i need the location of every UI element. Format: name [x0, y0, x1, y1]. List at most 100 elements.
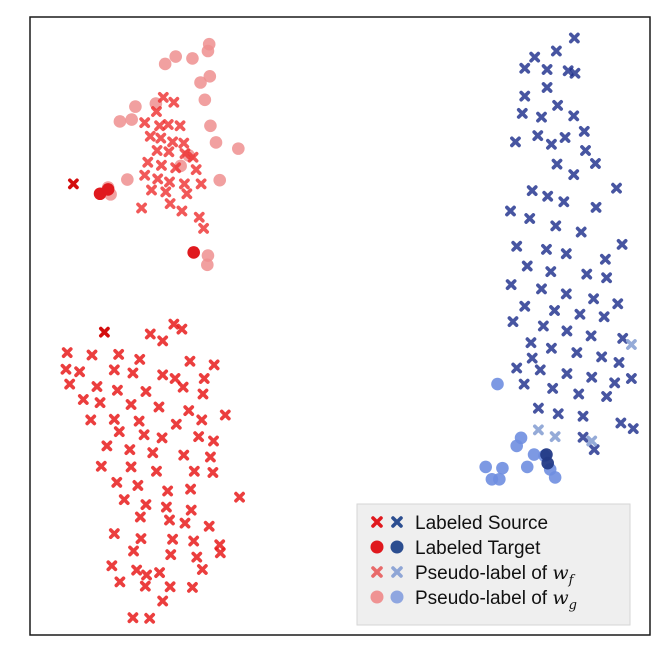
data-point-x [511, 362, 523, 374]
data-point-x [588, 444, 600, 455]
data-point-x [590, 201, 602, 213]
data-point-circle [510, 439, 523, 453]
data-point-x [577, 410, 589, 422]
data-point-x [64, 378, 76, 390]
legend-entry: Pseudo-label of wg [370, 587, 577, 613]
data-point-x [135, 533, 147, 544]
data-point-x [526, 352, 538, 364]
data-point-x [164, 581, 176, 593]
data-point-x [568, 110, 580, 122]
data-point-x [601, 272, 612, 284]
data-point-x [144, 612, 156, 624]
data-point-x [144, 130, 156, 142]
data-point-x [574, 308, 586, 320]
data-point-x [187, 582, 198, 593]
data-point-x [580, 145, 591, 156]
data-point-x [552, 408, 564, 420]
data-point-x [113, 349, 125, 360]
data-point-x [616, 239, 628, 250]
data-point-x [536, 283, 547, 295]
data-point-x [134, 353, 146, 365]
data-point-x [139, 117, 151, 129]
data-point-circle [496, 461, 509, 475]
data-point-x [178, 137, 190, 149]
data-point-x [552, 99, 564, 111]
data-point-x [521, 260, 533, 272]
data-point-circle [201, 44, 215, 58]
data-point-x [549, 305, 560, 316]
data-point-x [178, 449, 190, 461]
data-point-x [118, 494, 130, 506]
data-point-x [519, 62, 531, 74]
legend-marker-circle [370, 590, 384, 604]
data-point-circle [479, 460, 493, 474]
data-point-x [154, 120, 165, 132]
data-point-x [208, 435, 219, 447]
data-point-x [541, 82, 553, 93]
data-point-x [111, 476, 123, 488]
legend-label: Labeled Target [415, 538, 541, 559]
data-point-x [193, 211, 205, 223]
data-point-x [196, 414, 208, 426]
data-point-x [551, 158, 563, 170]
data-point-x [163, 146, 175, 158]
data-point-x [547, 383, 559, 394]
data-point-x [164, 198, 176, 210]
data-point-x [588, 293, 599, 305]
data-point-x [77, 394, 89, 405]
data-point-circle [186, 52, 199, 65]
data-point-x [140, 499, 152, 511]
data-point-x [550, 220, 562, 232]
legend-rows: Labeled Source Labeled Target Pseudo-label… [370, 513, 577, 613]
legend-marker-circle [390, 590, 404, 604]
data-point-x [164, 176, 175, 188]
data-point-x [612, 298, 624, 310]
data-point-x [132, 480, 144, 491]
data-point-x [139, 169, 151, 181]
legend-entry: Labeled Source [371, 513, 548, 534]
data-point-x [519, 90, 531, 102]
data-point-x [590, 158, 601, 169]
data-point-x [106, 560, 118, 572]
data-point-x [207, 467, 219, 478]
data-point-x [101, 440, 113, 452]
data-point-x [144, 328, 156, 340]
data-point-x [571, 347, 583, 358]
data-point-x [586, 435, 598, 447]
data-point-x [611, 182, 622, 194]
legend-marker-x [371, 566, 383, 578]
data-point-x [578, 125, 590, 137]
legend-entry: Labeled Target [370, 538, 541, 559]
data-point-x [188, 535, 200, 547]
data-point-x [559, 132, 571, 143]
data-point-x [219, 409, 231, 421]
data-point-x [179, 148, 191, 159]
data-point-x [170, 418, 182, 430]
data-point-x [114, 576, 126, 588]
data-point-x [151, 145, 163, 156]
data-point-x [154, 567, 165, 578]
data-point-x [198, 222, 209, 234]
data-point-circle [198, 93, 212, 107]
data-point-x [125, 461, 137, 473]
data-point-x [91, 381, 103, 392]
data-point-x [141, 569, 152, 581]
data-point-x [197, 388, 209, 400]
data-point-x [518, 378, 530, 390]
data-point-x [168, 96, 180, 108]
data-point-circle [201, 249, 215, 262]
data-point-x [185, 504, 197, 516]
data-point-x [214, 547, 226, 559]
data-point-x [168, 318, 180, 330]
data-point-x [185, 483, 196, 495]
data-point-x [617, 332, 629, 344]
data-point-x [561, 368, 573, 379]
data-point-x [234, 491, 245, 503]
data-point-x [613, 357, 625, 368]
data-point-x [94, 397, 106, 409]
legend-marker-circle [390, 540, 404, 554]
data-point-x [112, 384, 123, 396]
data-point-x [157, 335, 169, 347]
data-point-x [133, 415, 145, 427]
